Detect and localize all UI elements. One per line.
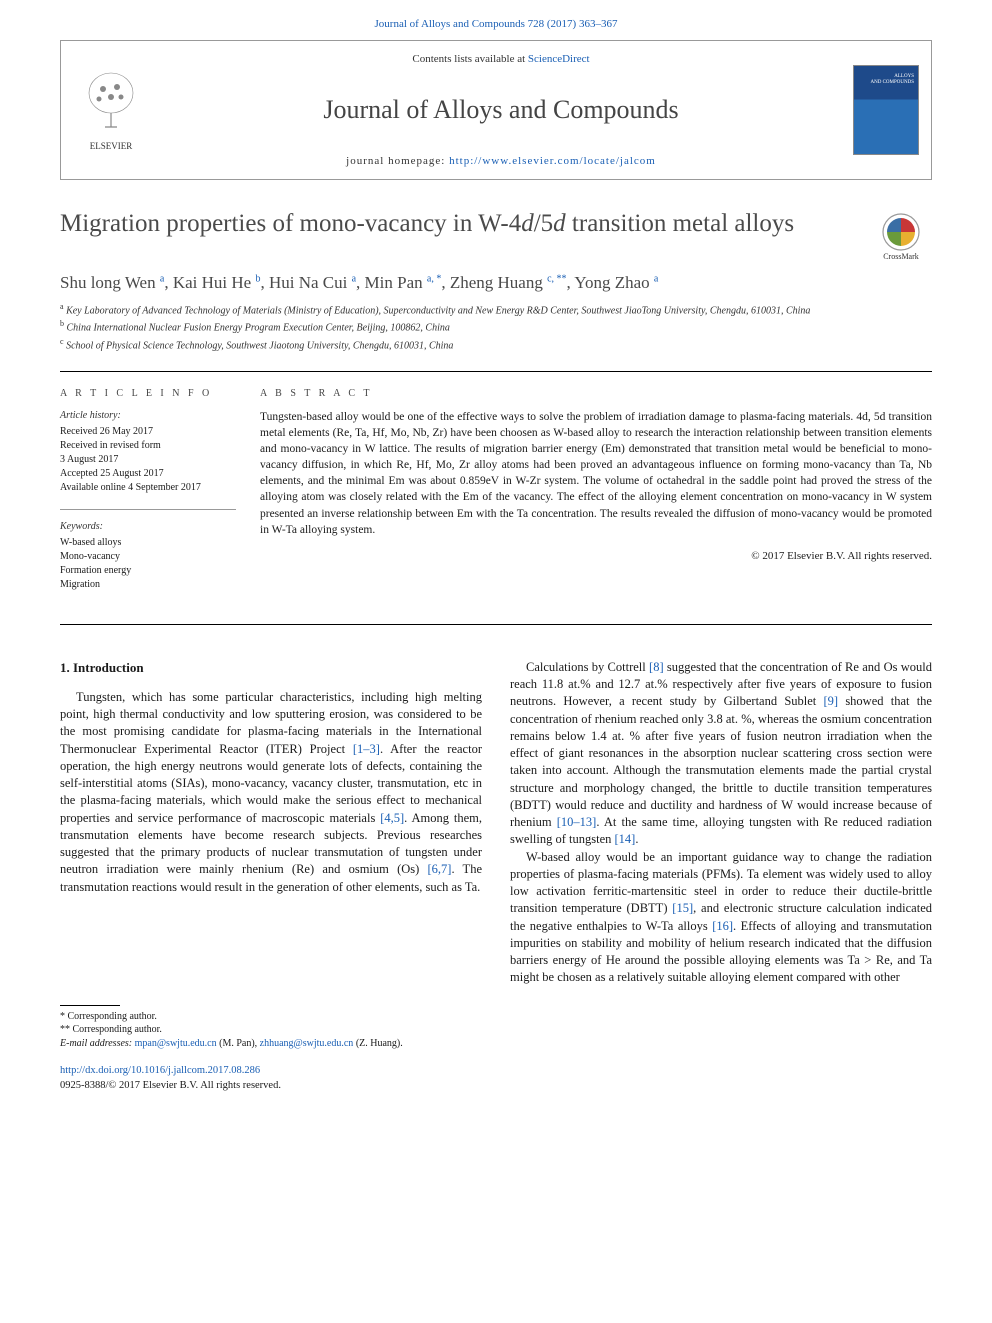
affiliation-a: a Key Laboratory of Advanced Technology … [60, 301, 932, 318]
column-right: Calculations by Cottrell [8] suggested t… [510, 659, 932, 987]
paragraph: Calculations by Cottrell [8] suggested t… [510, 659, 932, 849]
title-part: d [553, 210, 566, 237]
crossmark-icon [881, 212, 921, 252]
divider [60, 624, 932, 625]
sciencedirect-link[interactable]: ScienceDirect [528, 53, 590, 65]
issn-copyright: 0925-8388/© 2017 Elsevier B.V. All right… [60, 1079, 932, 1094]
keywords-label: Keywords: [60, 520, 236, 534]
citation-link[interactable]: [8] [649, 660, 664, 674]
email-label: E-mail addresses: [60, 1038, 132, 1049]
history-label: Article history: [60, 409, 236, 423]
paragraph: Tungsten, which has some particular char… [60, 689, 482, 896]
affiliation-c: c School of Physical Science Technology,… [60, 336, 932, 353]
email-link[interactable]: zhhuang@swjtu.edu.cn [260, 1038, 354, 1049]
affiliations: a Key Laboratory of Advanced Technology … [60, 301, 932, 353]
title-part: Migration properties of mono-vacancy in … [60, 210, 521, 237]
footnotes: * Corresponding author. ** Corresponding… [60, 1005, 460, 1051]
email-link[interactable]: mpan@swjtu.edu.cn [135, 1038, 217, 1049]
citation-link[interactable]: [16] [712, 919, 733, 933]
journal-cover-thumb [841, 41, 931, 179]
keywords-text: W-based alloys Mono-vacancy Formation en… [60, 536, 236, 592]
header-center: Contents lists available at ScienceDirec… [161, 41, 841, 179]
body-columns: 1. Introduction Tungsten, which has some… [60, 659, 932, 987]
authors: Shu long Wen a, Kai Hui He b, Hui Na Cui… [60, 273, 932, 293]
doi-block: http://dx.doi.org/10.1016/j.jallcom.2017… [60, 1064, 932, 1093]
text-run: (Z. Huang). [353, 1038, 402, 1049]
article-title: Migration properties of mono-vacancy in … [60, 208, 850, 239]
citation-link[interactable]: [4,5] [380, 811, 404, 825]
email-line: E-mail addresses: mpan@swjtu.edu.cn (M. … [60, 1037, 460, 1051]
title-part: /5 [534, 210, 553, 237]
title-part: d [521, 210, 534, 237]
column-left: 1. Introduction Tungsten, which has some… [60, 659, 482, 987]
contents-line: Contents lists available at ScienceDirec… [412, 53, 589, 65]
citation-link[interactable]: [9] [824, 694, 839, 708]
affiliation-b: b China International Nuclear Fusion Ene… [60, 318, 932, 335]
elsevier-tree-icon [81, 69, 141, 139]
citation-link[interactable]: [6,7] [428, 862, 452, 876]
publisher-logo: ELSEVIER [61, 41, 161, 179]
journal-name: Journal of Alloys and Compounds [323, 95, 678, 125]
contents-prefix: Contents lists available at [412, 53, 527, 65]
doi-link[interactable]: http://dx.doi.org/10.1016/j.jallcom.2017… [60, 1065, 260, 1076]
homepage-link[interactable]: http://www.elsevier.com/locate/jalcom [449, 155, 656, 167]
title-part: transition metal alloys [566, 210, 794, 237]
article-info: A R T I C L E I N F O Article history: R… [60, 388, 260, 606]
text-run: showed that the concentration of rhenium… [510, 694, 932, 829]
homepage-prefix: journal homepage: [346, 155, 449, 167]
crossmark-label: CrossMark [883, 252, 919, 261]
publisher-name: ELSEVIER [90, 141, 133, 151]
cover-thumb-image [853, 65, 919, 155]
abstract-text: Tungsten-based alloy would be one of the… [260, 409, 932, 538]
info-divider [60, 509, 236, 510]
citation-link[interactable]: [14] [615, 832, 636, 846]
crossmark-badge[interactable]: CrossMark [870, 212, 932, 261]
corresponding-note: ** Corresponding author. [60, 1023, 460, 1037]
text-run: . [635, 832, 638, 846]
text-run: Calculations by Cottrell [526, 660, 649, 674]
abstract: A B S T R A C T Tungsten-based alloy wou… [260, 388, 932, 606]
top-citation: Journal of Alloys and Compounds 728 (201… [0, 0, 992, 40]
homepage-line: journal homepage: http://www.elsevier.co… [346, 155, 656, 167]
corresponding-note: * Corresponding author. [60, 1010, 460, 1024]
abstract-copyright: © 2017 Elsevier B.V. All rights reserved… [260, 550, 932, 562]
citation-link[interactable]: [1–3] [353, 742, 380, 756]
article-history: Article history: Received 26 May 2017 Re… [60, 409, 236, 495]
section-heading: 1. Introduction [60, 659, 482, 677]
keywords: Keywords: W-based alloys Mono-vacancy Fo… [60, 520, 236, 592]
article-info-heading: A R T I C L E I N F O [60, 388, 236, 399]
citation-link[interactable]: [15] [672, 901, 693, 915]
paragraph: W-based alloy would be an important guid… [510, 849, 932, 987]
footnote-rule [60, 1005, 120, 1006]
journal-header: ELSEVIER Contents lists available at Sci… [60, 40, 932, 180]
history-text: Received 26 May 2017 Received in revised… [60, 425, 236, 495]
text-run: (M. Pan), [217, 1038, 260, 1049]
citation-link[interactable]: [10–13] [557, 815, 597, 829]
abstract-heading: A B S T R A C T [260, 388, 932, 399]
